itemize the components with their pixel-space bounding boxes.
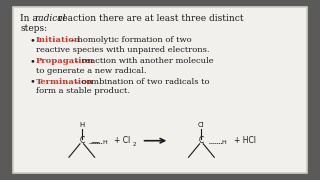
Text: Cl: Cl [198,122,205,128]
Text: + HCl: + HCl [234,136,256,145]
Text: to generate a new radical.: to generate a new radical. [36,67,146,75]
Text: •: • [29,36,35,45]
Text: reactive species with unpaired electrons.: reactive species with unpaired electrons… [36,46,209,54]
Text: H: H [102,140,107,145]
Text: Initiation: Initiation [36,36,81,44]
Text: – reaction with another molecule: – reaction with another molecule [72,57,213,65]
Text: H: H [79,122,84,128]
Text: reaction there are at least three distinct: reaction there are at least three distin… [55,14,244,23]
Text: Termination: Termination [36,78,94,86]
Text: radical: radical [35,14,66,23]
Text: 2: 2 [132,142,136,147]
Text: H: H [222,140,226,145]
Text: In a: In a [20,14,41,23]
Text: – homolytic formation of two: – homolytic formation of two [68,36,192,44]
Text: •: • [29,57,35,66]
Text: form a stable product.: form a stable product. [36,87,130,95]
Text: C: C [199,136,204,145]
Text: steps:: steps: [20,24,47,33]
Text: + Cl: + Cl [114,136,130,145]
Text: Propagation: Propagation [36,57,94,65]
Text: C: C [79,136,84,145]
FancyBboxPatch shape [13,7,307,173]
Text: •: • [29,78,35,87]
Text: – combination of two radicals to: – combination of two radicals to [72,78,209,86]
